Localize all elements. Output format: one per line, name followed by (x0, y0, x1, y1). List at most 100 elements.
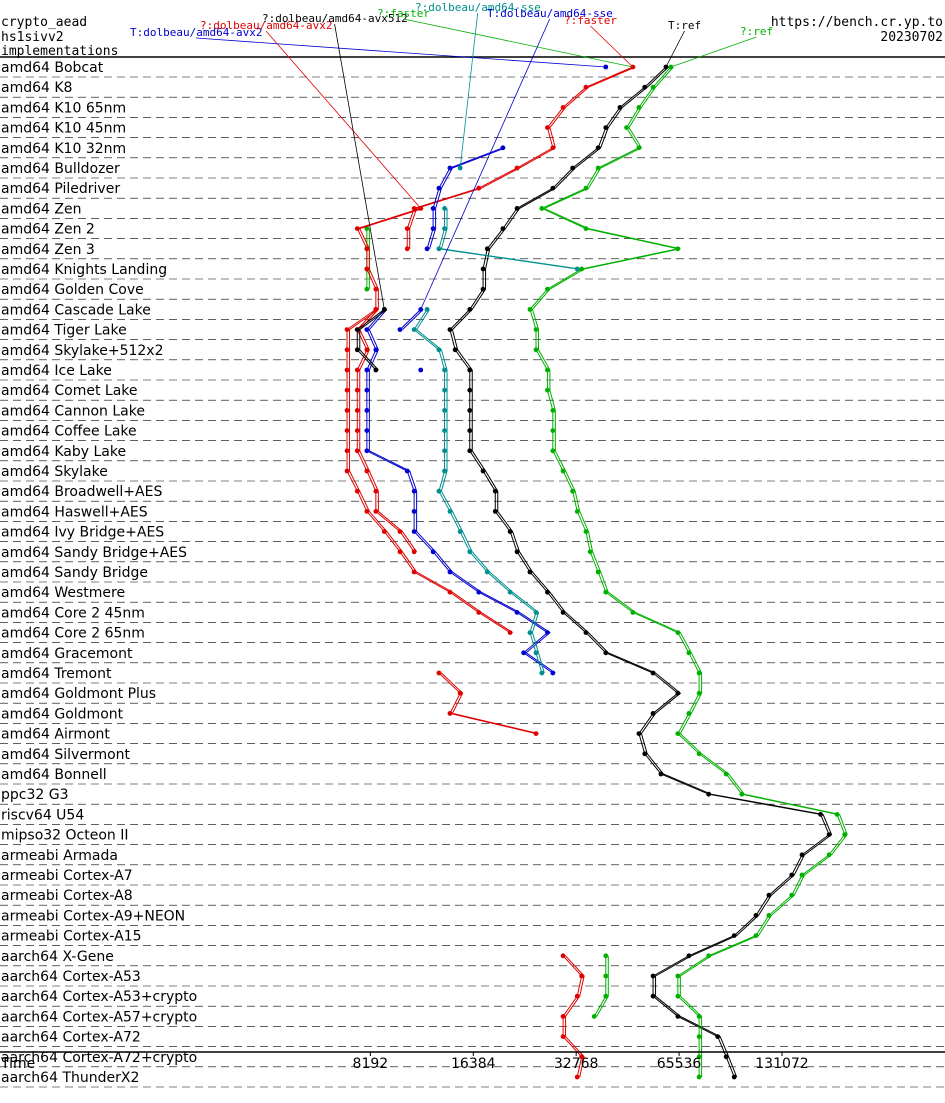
category-label: armeabi Cortex-A8 (1, 888, 133, 904)
legend-label: ?:dolbeau/amd64-sse (415, 1, 541, 14)
series-line (429, 147, 506, 249)
series-t-dolbeau-amd64-sse (397, 307, 424, 373)
series-t-dolbeau-amd64-avx2 (364, 64, 609, 676)
series-line (359, 308, 388, 371)
data-point (404, 246, 410, 252)
category-label: amd64 K8 (1, 80, 72, 96)
category-label: armeabi Cortex-A9+NEON (1, 908, 185, 924)
category-label: amd64 Skylake+512x2 (1, 343, 163, 359)
title-line-2: hs1sivv2 (1, 30, 64, 45)
category-label: amd64 Bobcat (1, 60, 104, 76)
legend-leader (334, 23, 385, 310)
x-tick-label: 8192 (353, 1056, 389, 1072)
title-line-1: crypto_aead (1, 15, 87, 30)
category-label: amd64 Gracemont (1, 646, 133, 662)
category-label: amd64 Ice Lake (1, 363, 112, 379)
title-line-3: implementations (1, 44, 118, 59)
category-label: amd64 K10 45nm (1, 121, 126, 137)
data-point (418, 367, 424, 373)
legend-label: T:dolbeau/amd64-sse (487, 7, 613, 20)
category-label: armeabi Cortex-A7 (1, 868, 133, 884)
legend-label: T:ref (668, 19, 701, 32)
series-line (441, 672, 539, 735)
category-label: amd64 Tremont (1, 666, 112, 682)
series--dolbeau-amd64-sse (411, 165, 580, 676)
category-label: amd64 Cannon Lake (1, 403, 145, 419)
category-label: amd64 Tiger Lake (1, 323, 127, 339)
series-line (356, 308, 385, 371)
category-label: amd64 Broadwell+AES (1, 484, 162, 500)
series-line (596, 955, 609, 1017)
category-label: amd64 Goldmont Plus (1, 686, 156, 702)
series-line (562, 955, 583, 1078)
legend-leader (265, 30, 422, 209)
category-label: amd64 Skylake (1, 464, 108, 480)
series-line (356, 207, 421, 553)
category-label: aarch64 Cortex-A53+crypto (1, 989, 197, 1005)
series-line (399, 309, 422, 330)
category-label: aarch64 X-Gene (1, 949, 114, 965)
category-label: amd64 Bonnell (1, 767, 107, 783)
category-label: amd64 Zen 3 (1, 242, 95, 258)
legend-leader (670, 36, 757, 68)
category-label: amd64 Airmont (1, 727, 110, 743)
series-line (426, 147, 504, 249)
series-line (349, 308, 513, 634)
category-label: aarch64 Cortex-A72 (1, 1030, 141, 1046)
series-line (346, 308, 511, 634)
legend-label: ?:dolbeau/amd64-avx512 (262, 12, 408, 25)
series-line (565, 955, 585, 1078)
series-line (593, 955, 607, 1017)
series-line (415, 309, 545, 674)
category-label: amd64 Golden Cove (1, 282, 144, 298)
series-line (438, 672, 537, 735)
category-label: amd64 Bulldozer (1, 161, 120, 177)
legend-leader (195, 37, 606, 68)
series-line (449, 66, 830, 1078)
series-line (366, 309, 554, 674)
category-label: amd64 Piledriver (1, 181, 120, 197)
category-label: amd64 Core 2 45nm (1, 605, 145, 621)
series-line (402, 309, 424, 330)
x-tick-label: 16384 (451, 1056, 496, 1072)
data-point (603, 953, 609, 959)
category-label: amd64 Core 2 65nm (1, 626, 145, 642)
category-label: amd64 Cascade Lake (1, 302, 151, 318)
legend-label: ?:faster (564, 14, 617, 27)
data-point (424, 246, 430, 252)
legend-leader (590, 25, 634, 68)
category-label: amd64 Sandy Bridge (1, 565, 148, 581)
category-label: amd64 Ivy Bridge+AES (1, 525, 164, 541)
report-date: 20230702 (880, 30, 943, 45)
series-line (406, 66, 634, 249)
category-label: amd64 Zen 2 (1, 222, 95, 238)
category-label: amd64 Silvermont (1, 747, 131, 763)
legend-leader (420, 18, 551, 310)
category-label: aarch64 Cortex-A53 (1, 969, 141, 985)
category-label: amd64 Knights Landing (1, 262, 167, 278)
series-line (368, 309, 556, 674)
legend-leader (459, 12, 479, 169)
series--ref (527, 64, 848, 1080)
site-url: https://bench.cr.yp.to (771, 15, 943, 30)
legend-label: ?:dolbeau/amd64-avx2 (200, 19, 332, 32)
category-label: amd64 Westmere (1, 585, 125, 601)
legend-label: ?:ref (740, 25, 773, 38)
data-point (574, 1074, 580, 1080)
category-label: armeabi Armada (1, 848, 118, 864)
category-label: amd64 Comet Lake (1, 383, 138, 399)
category-label: amd64 Kaby Lake (1, 444, 126, 460)
series-line (529, 66, 846, 1077)
legend-leader (403, 18, 633, 68)
series-line (440, 208, 580, 270)
category-label: armeabi Cortex-A15 (1, 929, 142, 945)
category-label: amd64 Sandy Bridge+AES (1, 545, 187, 561)
series-line (413, 309, 543, 674)
category-label: mipso32 Octeon II (1, 828, 129, 844)
category-label: amd64 K10 32nm (1, 141, 126, 157)
x-axis-label: Time (0, 1056, 35, 1072)
series-line (531, 66, 848, 1077)
category-label: amd64 K10 65nm (1, 100, 126, 116)
series-line (451, 66, 833, 1078)
